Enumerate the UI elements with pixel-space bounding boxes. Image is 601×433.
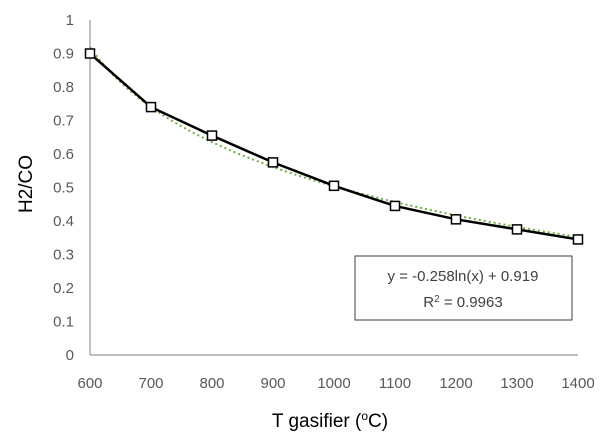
axes (89, 20, 578, 356)
x-tick-label: 1100 (379, 375, 411, 392)
x-axis-title: T gasifier (oC) (272, 409, 388, 432)
x-tick-label: 900 (260, 375, 285, 392)
x-tick-label: 1300 (500, 375, 533, 392)
y-tick-label: 0.1 (53, 314, 74, 331)
equation-box: y = -0.258ln(x) + 0.919 R2 = 0.9963 (354, 255, 573, 321)
data-point-marker (389, 200, 401, 212)
r-squared-label: R2 = 0.9963 (423, 294, 502, 312)
x-tick-labels: 600 700 800 900 1000 1100 1200 1300 1400 (77, 375, 594, 392)
data-point-marker (450, 214, 462, 225)
trendline-equation: y = -0.258ln(x) + 0.919 (388, 268, 539, 285)
y-tick-label: 0.6 (53, 146, 74, 163)
y-tick-label: 0.5 (53, 180, 74, 197)
y-tick-label: 1 (66, 12, 74, 29)
y-axis-title: H2/CO (16, 155, 37, 213)
y-tick-label: 0.7 (53, 113, 74, 130)
trendline (89, 46, 579, 239)
y-tick-label: 0.4 (53, 213, 74, 230)
y-tick-label: 0.9 (53, 46, 74, 63)
data-point-marker (267, 157, 279, 168)
y-tick-label: 0.2 (53, 280, 74, 297)
data-point-marker (328, 180, 340, 192)
x-tick-label: 1000 (317, 375, 350, 392)
x-tick-label: 600 (77, 375, 102, 392)
y-tick-label: 0.8 (53, 79, 74, 96)
x-tick-label: 1400 (561, 375, 594, 392)
data-point-marker (572, 234, 584, 245)
data-point-marker (145, 101, 157, 113)
x-tick-label: 700 (138, 375, 163, 392)
y-tick-label: 0 (66, 347, 74, 364)
y-tick-label: 0.3 (53, 247, 74, 264)
data-point-marker (511, 224, 523, 235)
data-point-marker (84, 48, 96, 59)
data-markers (84, 48, 584, 245)
equation-box-frame (354, 255, 573, 321)
series-line (89, 52, 579, 241)
x-tick-label: 1200 (439, 375, 472, 392)
x-tick-label: 800 (199, 375, 224, 392)
y-tick-labels: 0 0.1 0.2 0.3 0.4 0.5 0.6 0.7 0.8 0.9 1 (53, 12, 74, 364)
data-point-marker (206, 130, 218, 141)
